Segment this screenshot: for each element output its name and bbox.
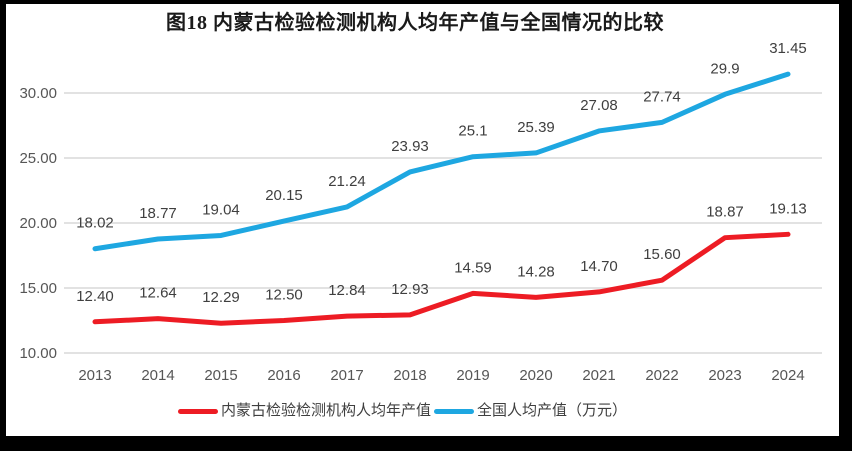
data-label: 14.28 (517, 263, 555, 280)
legend: 内蒙古检验检测机构人均年产值 全国人均产值（万元） (178, 402, 627, 420)
y-tick-label: 30.00 (19, 85, 57, 102)
x-tick-label: 2021 (582, 367, 615, 384)
data-label: 14.59 (454, 259, 492, 276)
y-tick-label: 20.00 (19, 215, 57, 232)
x-tick-label: 2017 (330, 367, 363, 384)
data-label: 31.45 (769, 40, 807, 57)
data-label: 12.93 (391, 281, 429, 298)
data-label: 12.64 (139, 285, 177, 302)
legend-item-neimenggu: 内蒙古检验检测机构人均年产值 (178, 402, 431, 420)
data-label: 12.29 (202, 289, 240, 306)
x-tick-label: 2016 (267, 367, 300, 384)
data-label: 12.84 (328, 282, 366, 299)
x-tick-label: 2014 (141, 367, 174, 384)
series-line-0 (92, 231, 791, 326)
x-tick-label: 2013 (78, 367, 111, 384)
legend-swatch-red-line (178, 408, 218, 414)
x-tick-label: 2019 (456, 367, 489, 384)
data-label: 29.9 (710, 60, 739, 77)
data-label: 18.87 (706, 204, 744, 221)
data-label: 14.70 (580, 258, 618, 275)
data-label: 19.04 (202, 201, 240, 218)
data-label: 25.1 (458, 123, 487, 140)
chart-title: 图18 内蒙古检验检测机构人均年产值与全国情况的比较 (166, 12, 664, 34)
data-label: 15.60 (643, 246, 681, 263)
data-label: 19.13 (769, 200, 807, 217)
x-tick-label: 2022 (645, 367, 678, 384)
data-label: 18.77 (139, 205, 177, 222)
chart-canvas (6, 4, 839, 436)
y-tick-label: 15.00 (19, 280, 57, 297)
data-label: 20.15 (265, 187, 303, 204)
data-label: 27.08 (580, 97, 618, 114)
y-tick-label: 25.00 (19, 150, 57, 167)
data-label: 12.40 (76, 288, 114, 305)
y-tick-label: 10.00 (19, 345, 57, 362)
data-label: 23.93 (391, 138, 429, 155)
data-label: 18.02 (76, 215, 114, 232)
x-tick-label: 2020 (519, 367, 552, 384)
legend-label-national: 全国人均产值（万元） (477, 402, 628, 419)
x-tick-label: 2015 (204, 367, 237, 384)
x-tick-label: 2023 (708, 367, 741, 384)
legend-item-national: 全国人均产值（万元） (434, 402, 627, 420)
x-tick-label: 2018 (393, 367, 426, 384)
data-label: 25.39 (517, 119, 555, 136)
x-tick-label: 2024 (771, 367, 804, 384)
data-label: 12.50 (265, 287, 303, 304)
data-label: 21.24 (328, 173, 366, 190)
legend-label-neimenggu: 内蒙古检验检测机构人均年产值 (221, 402, 432, 419)
data-label: 27.74 (643, 88, 681, 105)
series-line-1 (92, 71, 791, 252)
legend-swatch-blue-line (434, 408, 475, 414)
